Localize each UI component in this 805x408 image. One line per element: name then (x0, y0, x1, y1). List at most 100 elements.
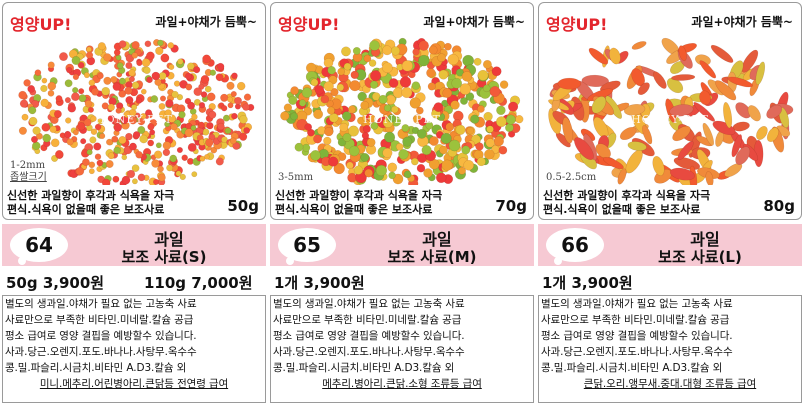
pellet (339, 122, 349, 132)
product-name-line2: 보조 사료(S) (121, 248, 207, 266)
pellet (418, 40, 429, 51)
pellet (435, 172, 447, 184)
pellet (337, 67, 346, 76)
pellet-size-label: 3-5mm (276, 172, 316, 184)
pellet (352, 46, 361, 55)
pellet (18, 90, 27, 100)
product-card-m[interactable]: 영양UP! 과일+야채가 듬뿍~ HONEY-PET 3-5mm 신선한 과일향… (270, 2, 534, 404)
pellet (370, 121, 379, 130)
product-name-line2: 보조 사료(L) (658, 248, 742, 266)
pellet (103, 53, 112, 62)
pellet (366, 137, 376, 147)
pellet (343, 62, 352, 71)
usage-line: 미니.메추리.어린병아리.큰닭등 전연령 급여 (39, 378, 229, 390)
pellet (147, 123, 155, 131)
pellet (200, 75, 210, 84)
pellet (438, 69, 449, 80)
pellet (150, 95, 159, 103)
pellet (89, 136, 97, 144)
pellet (562, 117, 574, 144)
pellet (672, 125, 691, 142)
price: 1개 3,900원 (274, 274, 365, 292)
pellet (184, 128, 194, 138)
product-description: 신선한 과일향이 후각과 식욕을 자극 편식.식욕이 없을때 좋은 보조사료 (7, 189, 174, 217)
pellet (131, 104, 138, 111)
pellet (330, 87, 339, 97)
pellet (87, 106, 94, 113)
pellet (461, 145, 471, 155)
pellet (243, 93, 252, 101)
product-photo: HONEY-PET (275, 35, 529, 185)
pellet (47, 81, 57, 91)
pellet (437, 53, 446, 63)
pellet (766, 104, 783, 119)
pellet (741, 49, 759, 73)
product-name-line1: 과일 (422, 230, 452, 249)
pellet (67, 104, 77, 113)
pellet (486, 125, 494, 133)
pellet (477, 69, 489, 81)
pellet (131, 164, 140, 173)
pellet (107, 103, 115, 111)
pellet (88, 161, 96, 169)
pellet (170, 122, 178, 131)
promo-label: 영양UP! (546, 15, 608, 34)
pellet (77, 61, 85, 69)
pellet (101, 86, 111, 96)
info-line: 평소 급여로 영양 결핍을 예방할수 있습니다. (5, 330, 197, 342)
product-info-box: 별도의 생과일.야채가 필요 없는 고농축 사료 사료만으로 부족한 비타민.미… (270, 295, 534, 403)
pellet (90, 115, 97, 122)
pellet (421, 145, 432, 156)
pellet (118, 136, 127, 145)
pellet (401, 86, 413, 99)
pellet (66, 66, 73, 74)
pellet (310, 150, 321, 161)
product-photo: HONEY-PET (7, 35, 261, 185)
pellet (392, 173, 404, 185)
pellet (27, 85, 36, 93)
pellet (465, 92, 475, 101)
pellet (411, 81, 421, 90)
pellet (666, 77, 684, 94)
pellet (327, 66, 336, 75)
pellet (146, 76, 153, 84)
pellet (401, 124, 410, 133)
pellet (59, 52, 68, 62)
pellet (215, 157, 224, 166)
product-title-band: 65 과일 보조 사료(M) (270, 224, 534, 266)
pellet (21, 113, 29, 121)
pellet (32, 141, 41, 151)
pellet (283, 103, 293, 112)
watermark: HONEY-PET (95, 113, 173, 126)
pellet (53, 110, 62, 118)
pellet (190, 124, 197, 131)
pellet (341, 46, 351, 57)
pellet (493, 136, 504, 147)
pellet (384, 131, 396, 143)
pellet (177, 58, 184, 65)
pellet (439, 145, 448, 155)
pellet (193, 87, 203, 97)
pellet (66, 138, 74, 146)
price: 1개 3,900원 (542, 274, 633, 292)
pellet (441, 159, 453, 171)
pellet (236, 81, 246, 91)
pellet (557, 77, 582, 90)
pellet (32, 126, 41, 135)
pellet (361, 131, 370, 140)
pellet (387, 162, 398, 173)
pellet (84, 99, 93, 108)
price-alt: 110g 7,000원 (144, 274, 253, 292)
pellet (508, 101, 519, 112)
pellet (105, 160, 114, 168)
pellet (609, 47, 621, 65)
pellet (505, 114, 516, 125)
pellet (197, 121, 205, 129)
pellet (167, 42, 175, 49)
pellet (112, 175, 120, 183)
pellet (88, 168, 95, 175)
pellet (155, 142, 162, 149)
product-card-s[interactable]: 영양UP! 과일+야채가 듬뿍~ HONEY-PET 1-2mm 좁쌀크기 신선… (2, 2, 266, 404)
pellet (428, 45, 438, 55)
product-card-l[interactable]: 영양UP! 과일+야채가 듬뿍~ HONEY-PET 0.5-2.5cm 신선한… (538, 2, 802, 404)
